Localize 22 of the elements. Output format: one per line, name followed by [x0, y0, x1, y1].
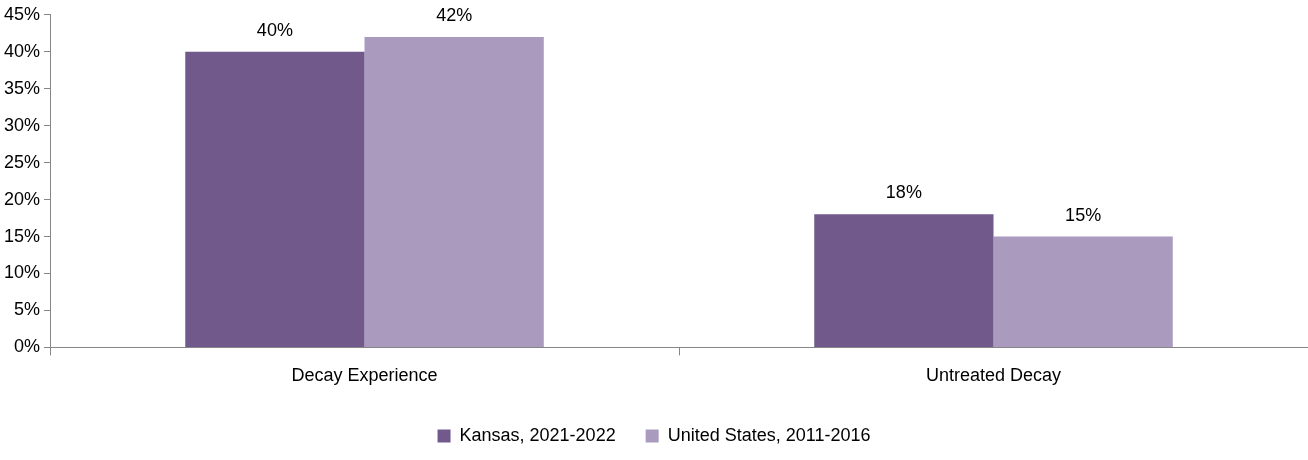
data-label: 18%: [885, 182, 922, 203]
legend-label: Kansas, 2021-2022: [459, 424, 616, 445]
y-tick-label: 20%: [4, 188, 41, 209]
y-tick-label: 15%: [4, 225, 41, 246]
x-tick-label: Decay Experience: [291, 365, 438, 386]
y-tick-label: 35%: [4, 77, 41, 98]
y-tick-label: 40%: [4, 40, 41, 61]
data-label: 40%: [256, 19, 293, 40]
data-label: 15%: [1065, 204, 1102, 225]
y-tick-label: 0%: [14, 336, 41, 357]
y-tick-label: 10%: [4, 262, 41, 283]
bar: [364, 36, 544, 347]
legend-label: United States, 2011-2016: [667, 424, 871, 445]
y-tick-label: 5%: [14, 299, 41, 320]
bar: [814, 214, 994, 347]
bar: [993, 236, 1173, 347]
y-tick-label: 30%: [4, 114, 41, 135]
bar: [185, 51, 365, 347]
x-tick-label: Untreated Decay: [925, 365, 1062, 386]
data-label: 42%: [436, 4, 473, 25]
y-tick-label: 45%: [4, 3, 41, 24]
y-tick-label: 25%: [4, 151, 41, 172]
